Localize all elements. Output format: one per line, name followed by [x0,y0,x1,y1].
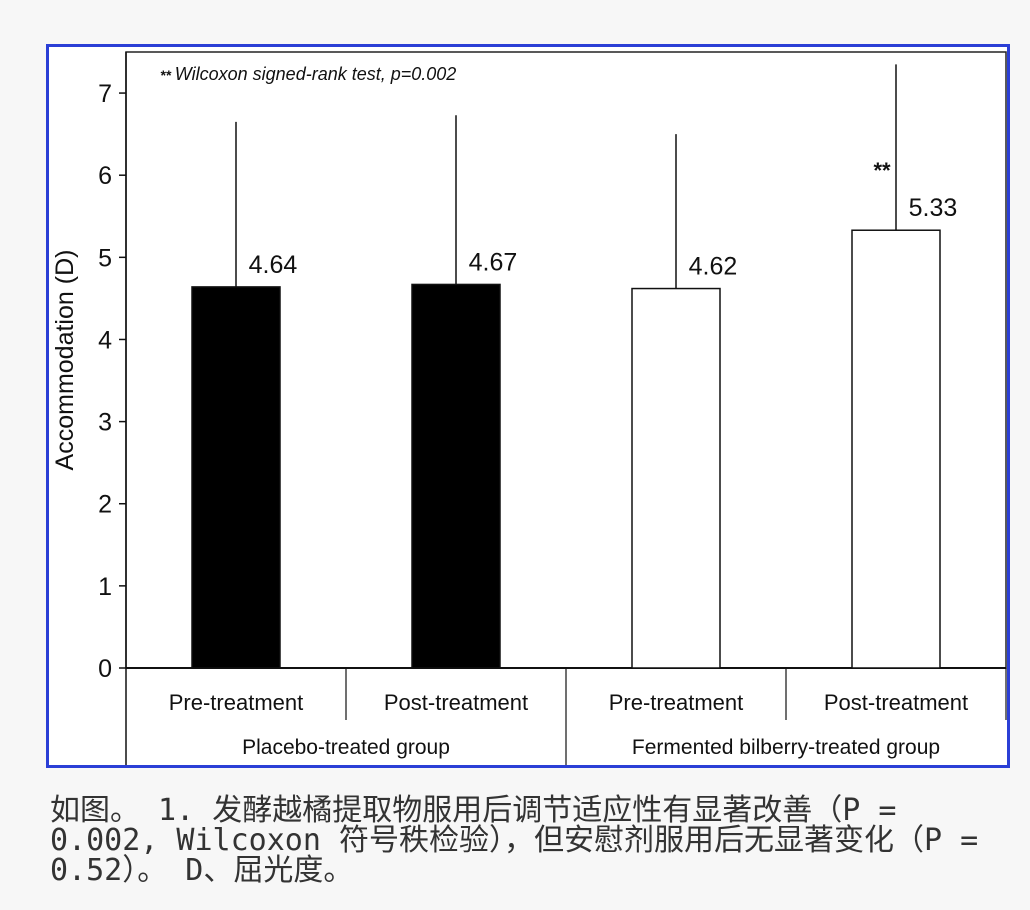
x-category-label: Pre-treatment [169,690,304,715]
x-category-label: Post-treatment [824,690,968,715]
x-group-label: Fermented bilberry-treated group [632,736,940,759]
annotation-text: Wilcoxon signed-rank test, p=0.002 [175,64,457,84]
bar [411,283,501,669]
stat-annotation: ** Wilcoxon signed-rank test, p=0.002 [160,64,456,84]
x-category-label: Post-treatment [384,690,528,715]
bar [191,286,281,669]
data-label: 4.67 [469,248,518,276]
data-label: 4.64 [249,251,298,279]
data-label: 5.33 [909,194,958,222]
x-group-label: Placebo-treated group [242,736,450,759]
bar [851,229,941,669]
y-axis-label: Accommodation (D) [51,250,79,471]
y-tick-label: 3 [98,409,112,437]
y-tick-label: 7 [98,80,112,108]
y-tick-label: 1 [98,573,112,601]
bar [631,287,721,669]
figure-caption: 如图。 1. 发酵越橘提取物服用后调节适应性有显著改善（P = 0.002, W… [50,793,997,888]
annotation-marker: ** [160,67,175,83]
significance-marker: ** [873,158,891,183]
y-tick-label: 5 [98,244,112,272]
y-tick-label: 2 [98,491,112,519]
y-tick-label: 6 [98,162,112,190]
y-tick-label: 0 [98,655,112,683]
y-tick-label: 4 [98,326,112,354]
data-label: 4.62 [689,253,738,281]
x-category-label: Pre-treatment [609,690,744,715]
